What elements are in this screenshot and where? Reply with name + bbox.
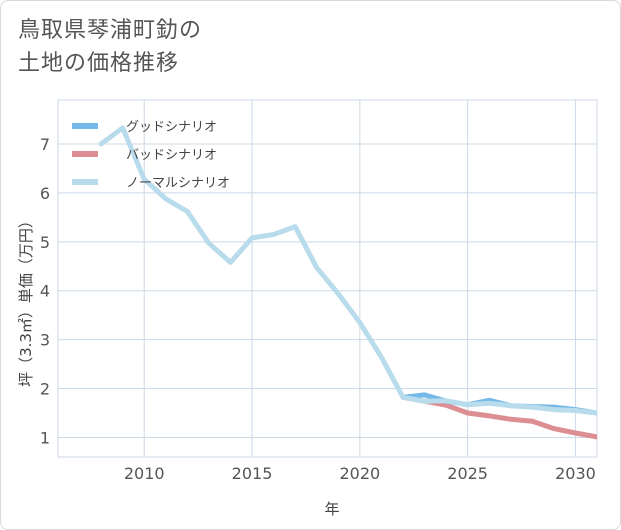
axis-ticks: 1 2 3 4 5 6 7 2010 2015 2020 2025 2030: [40, 135, 596, 483]
series-line-normal: [98, 125, 597, 416]
title-line-2: 土地の価格推移: [18, 51, 180, 76]
legend-label-good: グッドシナリオ: [126, 120, 217, 135]
x-tick-label: 2010: [124, 464, 165, 483]
y-tick-label: 4: [40, 282, 50, 301]
series-lines: [98, 125, 597, 440]
x-tick-label: 2020: [339, 464, 380, 483]
x-tick-label: 2030: [555, 464, 596, 483]
legend-label-bad: バッドシナリオ: [126, 148, 217, 163]
grid: [57, 99, 598, 458]
y-tick-label: 2: [40, 380, 50, 399]
y-tick-label: 7: [40, 135, 50, 154]
y-tick-label: 5: [40, 233, 50, 252]
x-tick-label: 2025: [447, 464, 488, 483]
page-title: 鳥取県琴浦町釛の 土地の価格推移: [18, 14, 202, 80]
y-axis-label: 坪（3.3㎡）単価（万円）: [17, 213, 35, 387]
y-tick-label: 6: [40, 184, 50, 203]
plot-frame: [57, 99, 598, 458]
y-tick-label: 3: [40, 331, 50, 350]
legend-label-normal: ノーマルシナリオ: [126, 176, 230, 191]
title-line-1: 鳥取県琴浦町釛の: [18, 18, 203, 43]
x-tick-label: 2015: [232, 464, 273, 483]
y-tick-label: 1: [40, 428, 50, 447]
x-axis-label: 年: [324, 500, 339, 518]
